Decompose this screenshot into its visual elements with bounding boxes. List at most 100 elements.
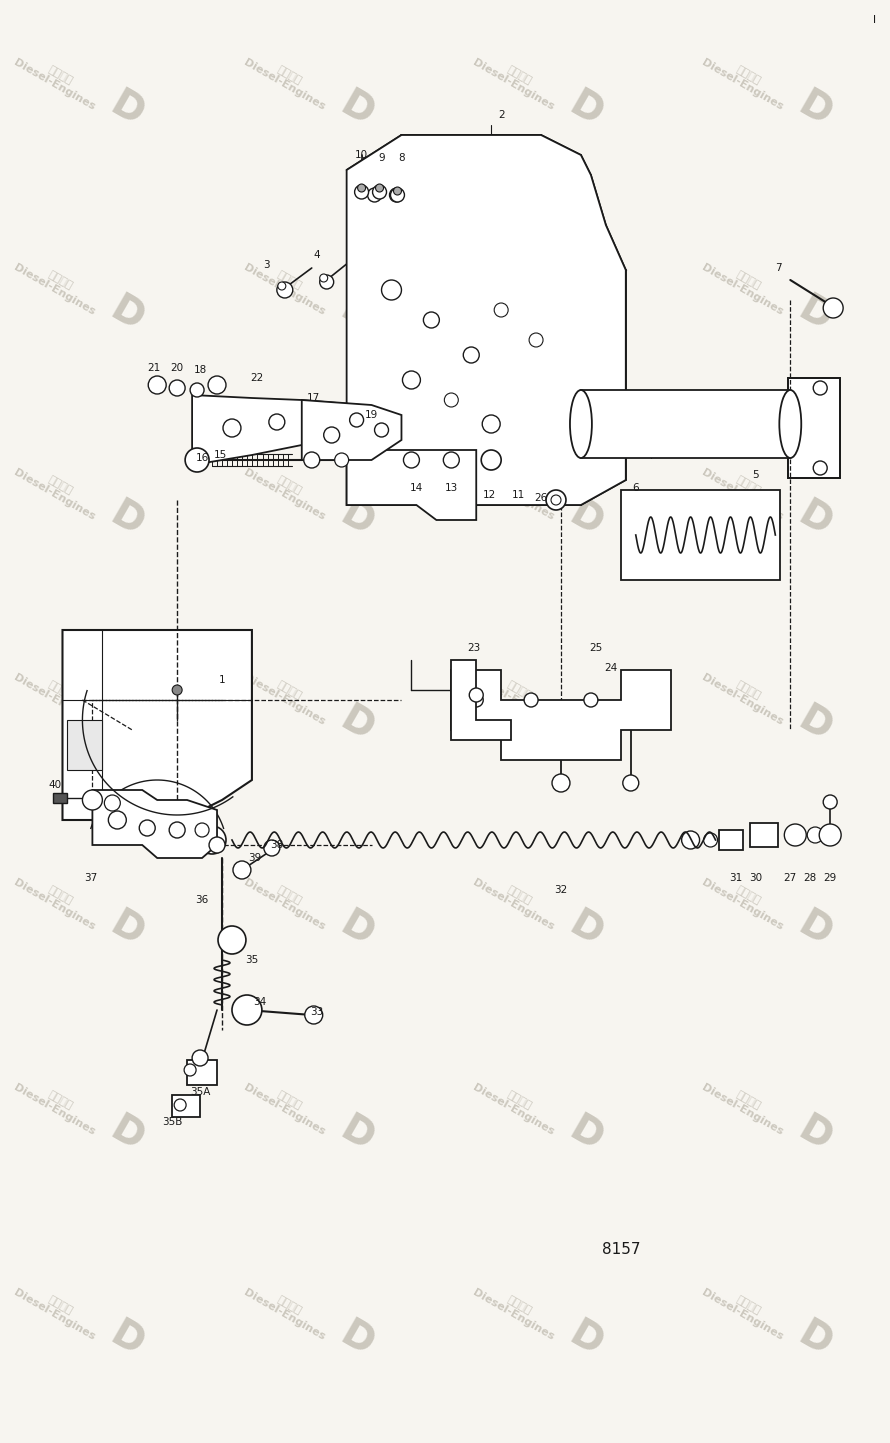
Text: 聚发动力
Diesel-Engines: 聚发动力 Diesel-Engines	[241, 867, 332, 932]
Text: D: D	[562, 906, 610, 954]
Circle shape	[551, 495, 561, 505]
Circle shape	[358, 185, 366, 192]
Text: 12: 12	[482, 491, 496, 501]
Circle shape	[208, 377, 226, 394]
Circle shape	[320, 274, 328, 281]
Text: D: D	[333, 290, 380, 339]
Text: D: D	[562, 1111, 610, 1160]
Text: 24: 24	[604, 662, 618, 672]
Text: 聚发动力
Diesel-Engines: 聚发动力 Diesel-Engines	[700, 48, 790, 113]
Bar	[53, 794, 68, 802]
Circle shape	[335, 453, 349, 468]
Text: 17: 17	[307, 392, 320, 403]
Text: 10: 10	[355, 150, 368, 160]
Bar	[187, 1061, 217, 1085]
Circle shape	[584, 693, 598, 707]
Text: 聚发动力
Diesel-Engines: 聚发动力 Diesel-Engines	[471, 867, 562, 932]
Bar	[621, 491, 781, 580]
Circle shape	[546, 491, 566, 509]
Text: D: D	[562, 290, 610, 339]
Text: 36: 36	[196, 895, 208, 905]
Circle shape	[807, 827, 823, 843]
Text: 22: 22	[250, 372, 263, 382]
Text: 20: 20	[171, 364, 183, 372]
Polygon shape	[346, 450, 476, 519]
Text: 聚发动力
Diesel-Engines: 聚发动力 Diesel-Engines	[471, 253, 562, 317]
Text: 27: 27	[784, 873, 797, 883]
Circle shape	[403, 452, 419, 468]
Text: D: D	[333, 700, 380, 749]
Polygon shape	[451, 659, 511, 740]
Circle shape	[174, 1100, 186, 1111]
Circle shape	[819, 824, 841, 846]
Text: 9: 9	[378, 153, 384, 163]
Text: 聚发动力
Diesel-Engines: 聚发动力 Diesel-Engines	[241, 48, 332, 113]
Circle shape	[83, 789, 102, 810]
Text: 35: 35	[246, 955, 258, 965]
Text: D: D	[104, 1111, 150, 1160]
Ellipse shape	[780, 390, 801, 457]
Text: D: D	[562, 700, 610, 749]
Circle shape	[823, 299, 843, 317]
Circle shape	[172, 685, 182, 696]
Text: D: D	[792, 85, 838, 134]
Text: 13: 13	[445, 483, 458, 494]
Text: 34: 34	[254, 997, 266, 1007]
Circle shape	[278, 281, 286, 290]
Circle shape	[469, 693, 483, 707]
Text: 29: 29	[823, 873, 837, 883]
Text: D: D	[104, 85, 150, 134]
Circle shape	[704, 833, 717, 847]
Circle shape	[169, 380, 185, 395]
Text: D: D	[792, 906, 838, 954]
Polygon shape	[789, 378, 840, 478]
Circle shape	[481, 450, 501, 470]
Circle shape	[552, 773, 570, 792]
Text: D: D	[104, 290, 150, 339]
Text: 7: 7	[775, 263, 781, 273]
Text: 23: 23	[467, 644, 481, 654]
Circle shape	[813, 460, 827, 475]
Text: 26: 26	[534, 494, 547, 504]
Circle shape	[263, 840, 279, 856]
Circle shape	[402, 371, 420, 390]
Circle shape	[304, 1006, 323, 1025]
Circle shape	[232, 996, 262, 1025]
Text: 聚发动力
Diesel-Engines: 聚发动力 Diesel-Engines	[241, 1277, 332, 1342]
Text: 聚发动力
Diesel-Engines: 聚发动力 Diesel-Engines	[12, 1277, 102, 1342]
Circle shape	[482, 416, 500, 433]
Polygon shape	[93, 789, 217, 859]
Text: 37: 37	[84, 873, 97, 883]
Text: 聚发动力
Diesel-Engines: 聚发动力 Diesel-Engines	[241, 662, 332, 727]
Text: 14: 14	[409, 483, 423, 494]
Text: D: D	[104, 906, 150, 954]
Circle shape	[324, 427, 340, 443]
Text: 4: 4	[313, 250, 320, 260]
Bar	[68, 720, 102, 771]
Text: 35B: 35B	[162, 1117, 182, 1127]
Circle shape	[149, 377, 166, 394]
Text: 28: 28	[804, 873, 817, 883]
Text: 19: 19	[365, 410, 378, 420]
Text: D: D	[562, 495, 610, 544]
Text: D: D	[792, 1111, 838, 1160]
Polygon shape	[62, 631, 252, 820]
Text: 聚发动力
Diesel-Engines: 聚发动力 Diesel-Engines	[471, 1277, 562, 1342]
Circle shape	[424, 312, 440, 328]
Text: 8: 8	[398, 153, 405, 163]
Bar	[718, 830, 743, 850]
Circle shape	[192, 1051, 208, 1066]
Circle shape	[368, 188, 382, 202]
Text: 聚发动力
Diesel-Engines: 聚发动力 Diesel-Engines	[700, 457, 790, 522]
Text: 38: 38	[271, 840, 284, 850]
Text: D: D	[104, 700, 150, 749]
Circle shape	[303, 452, 320, 468]
Text: 32: 32	[554, 885, 568, 895]
Text: D: D	[562, 85, 610, 134]
Text: 聚发动力
Diesel-Engines: 聚发动力 Diesel-Engines	[471, 457, 562, 522]
Polygon shape	[451, 670, 671, 760]
Text: 21: 21	[148, 364, 161, 372]
Circle shape	[376, 185, 384, 192]
Text: D: D	[104, 1316, 150, 1365]
Circle shape	[350, 413, 364, 427]
